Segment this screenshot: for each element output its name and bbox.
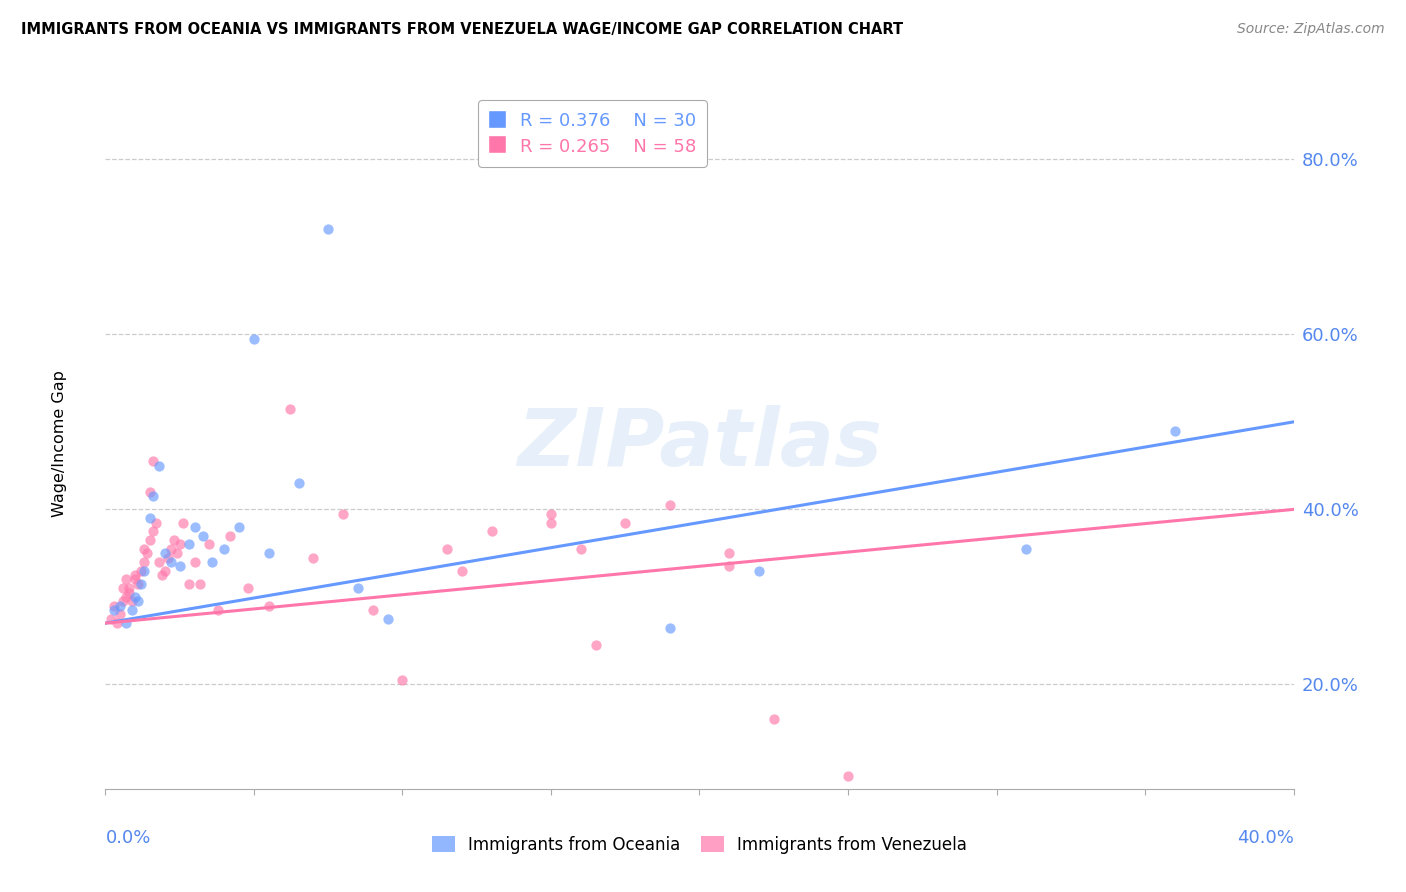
Point bbox=[132, 564, 155, 578]
Point bbox=[112, 581, 135, 595]
Point bbox=[148, 458, 170, 473]
Point bbox=[190, 576, 212, 591]
Point bbox=[257, 546, 280, 560]
Point bbox=[153, 564, 176, 578]
Point bbox=[150, 568, 173, 582]
Point bbox=[153, 546, 176, 560]
Point bbox=[139, 484, 162, 499]
Point bbox=[169, 537, 191, 551]
Point bbox=[115, 590, 138, 604]
Point bbox=[132, 541, 155, 556]
Point bbox=[136, 546, 159, 560]
Point bbox=[436, 541, 458, 556]
Point bbox=[124, 568, 146, 582]
Point bbox=[110, 607, 132, 622]
Point bbox=[540, 507, 562, 521]
Point bbox=[214, 541, 236, 556]
Point bbox=[163, 533, 186, 547]
Legend: Immigrants from Oceania, Immigrants from Venezuela: Immigrants from Oceania, Immigrants from… bbox=[425, 830, 974, 861]
Point bbox=[159, 541, 181, 556]
Point bbox=[159, 555, 181, 569]
Point bbox=[148, 555, 170, 569]
Point bbox=[110, 599, 132, 613]
Point bbox=[236, 581, 259, 595]
Point bbox=[142, 489, 165, 503]
Point bbox=[156, 550, 179, 565]
Point bbox=[132, 555, 155, 569]
Point bbox=[287, 476, 309, 491]
Point bbox=[361, 603, 384, 617]
Point bbox=[243, 332, 266, 346]
Point bbox=[142, 524, 165, 539]
Point bbox=[837, 769, 859, 783]
Point bbox=[183, 555, 205, 569]
Point bbox=[718, 559, 741, 574]
Point bbox=[332, 507, 354, 521]
Text: 40.0%: 40.0% bbox=[1237, 829, 1294, 847]
Text: ZIPatlas: ZIPatlas bbox=[517, 405, 882, 483]
Point bbox=[585, 638, 607, 652]
Point bbox=[1164, 424, 1187, 438]
Point bbox=[569, 541, 592, 556]
Point bbox=[127, 576, 149, 591]
Point bbox=[658, 498, 681, 512]
Point bbox=[1015, 541, 1038, 556]
Point bbox=[614, 516, 637, 530]
Point bbox=[121, 603, 143, 617]
Point bbox=[121, 594, 143, 608]
Point bbox=[105, 616, 128, 631]
Point bbox=[172, 516, 194, 530]
Point bbox=[377, 612, 399, 626]
Point bbox=[257, 599, 280, 613]
Point bbox=[124, 573, 146, 587]
Point bbox=[762, 713, 785, 727]
Point bbox=[127, 594, 149, 608]
Point bbox=[228, 520, 250, 534]
Point bbox=[100, 612, 122, 626]
Point bbox=[540, 516, 562, 530]
Point bbox=[142, 454, 165, 468]
Point bbox=[278, 401, 301, 416]
Point bbox=[129, 576, 152, 591]
Point bbox=[115, 616, 138, 631]
Point bbox=[183, 520, 205, 534]
Point bbox=[103, 603, 125, 617]
Point bbox=[139, 511, 162, 525]
Text: 0.0%: 0.0% bbox=[105, 829, 150, 847]
Point bbox=[118, 585, 141, 599]
Point bbox=[347, 581, 370, 595]
Text: IMMIGRANTS FROM OCEANIA VS IMMIGRANTS FROM VENEZUELA WAGE/INCOME GAP CORRELATION: IMMIGRANTS FROM OCEANIA VS IMMIGRANTS FR… bbox=[21, 22, 903, 37]
Point bbox=[718, 546, 741, 560]
Point bbox=[481, 524, 503, 539]
Point bbox=[112, 594, 135, 608]
Point bbox=[103, 599, 125, 613]
Point bbox=[145, 516, 167, 530]
Point bbox=[139, 533, 162, 547]
Point bbox=[115, 573, 138, 587]
Point bbox=[658, 621, 681, 635]
Point bbox=[316, 222, 339, 236]
Point bbox=[207, 603, 229, 617]
Point bbox=[302, 550, 325, 565]
Point bbox=[219, 529, 242, 543]
Point bbox=[391, 673, 413, 687]
Point bbox=[118, 581, 141, 595]
Point bbox=[166, 546, 188, 560]
Point bbox=[177, 576, 200, 591]
Point bbox=[201, 555, 224, 569]
Point bbox=[129, 564, 152, 578]
Point bbox=[198, 537, 221, 551]
Point bbox=[169, 559, 191, 574]
Point bbox=[748, 564, 770, 578]
Y-axis label: Wage/Income Gap: Wage/Income Gap bbox=[52, 370, 67, 517]
Point bbox=[177, 537, 200, 551]
Point bbox=[193, 529, 215, 543]
Point bbox=[450, 564, 472, 578]
Text: Source: ZipAtlas.com: Source: ZipAtlas.com bbox=[1237, 22, 1385, 37]
Point bbox=[124, 590, 146, 604]
